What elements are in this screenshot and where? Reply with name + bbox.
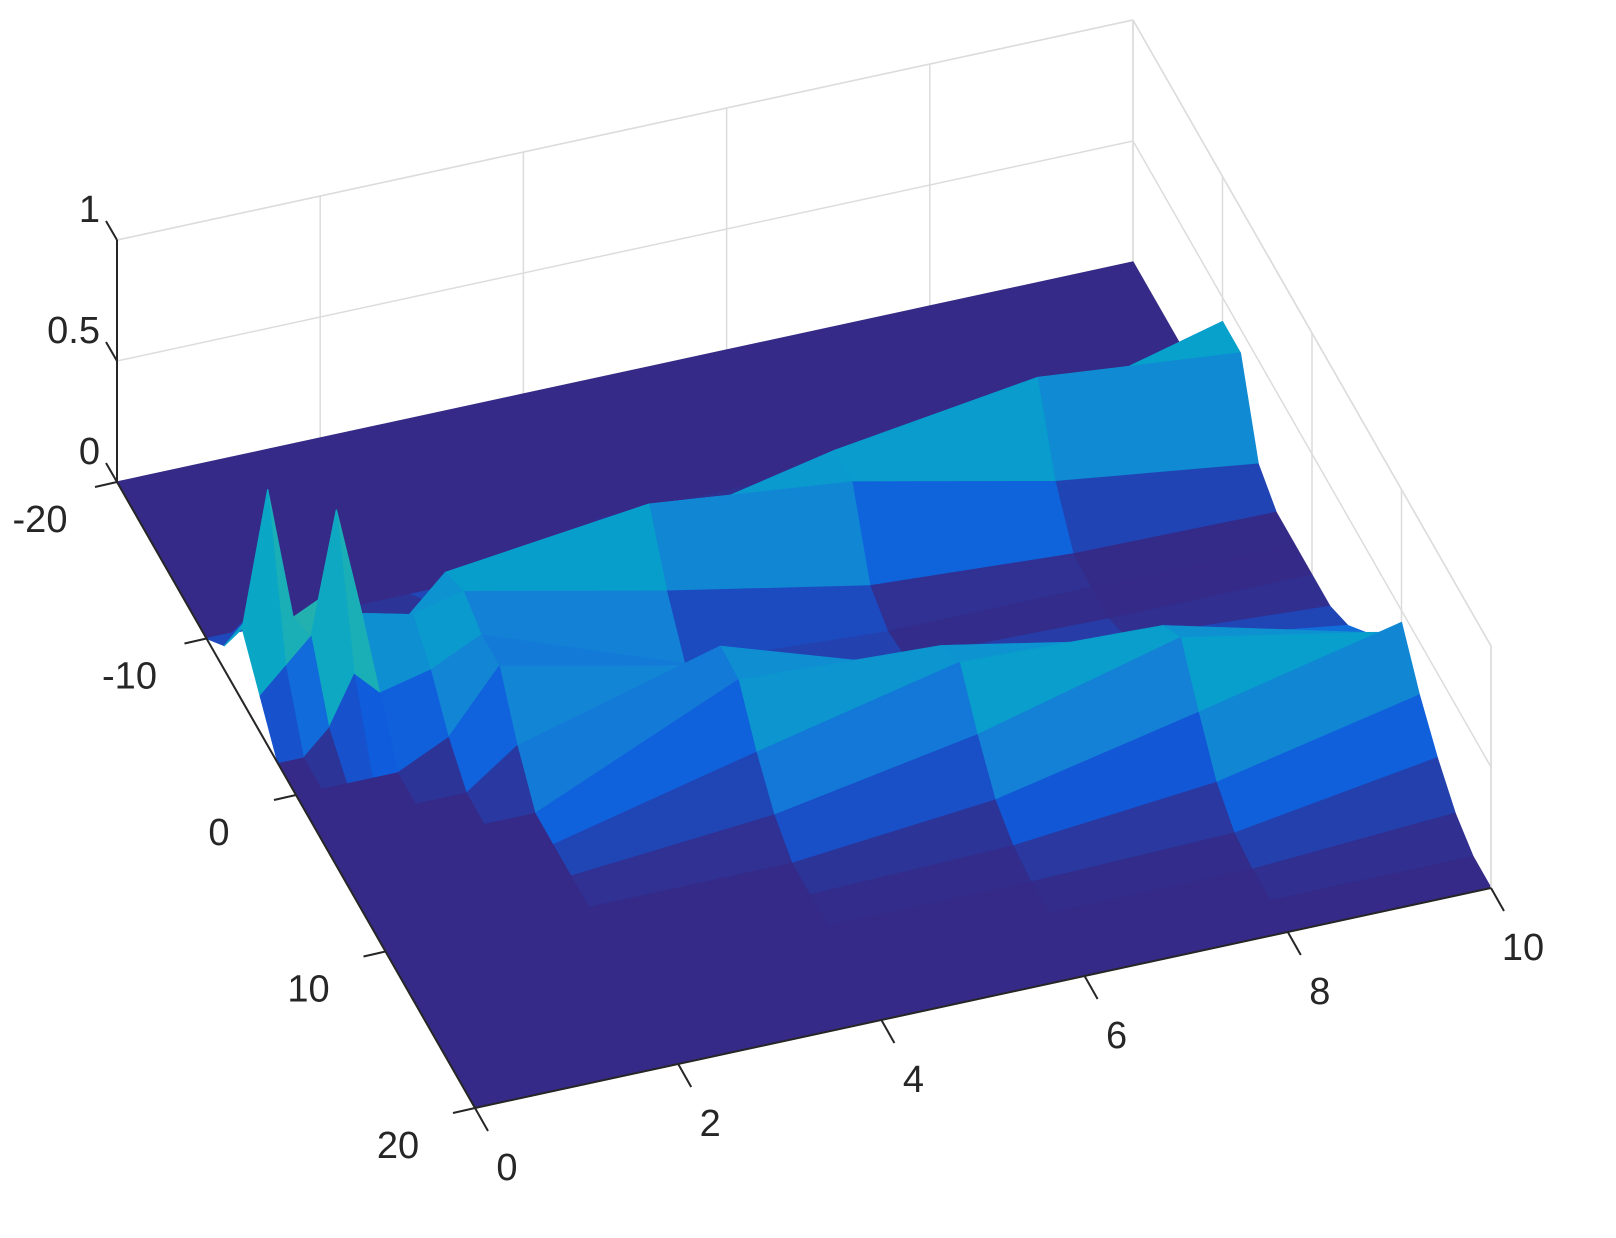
- y-tick: [273, 794, 297, 801]
- y-tick: [452, 1107, 476, 1114]
- z-tick: [105, 462, 118, 483]
- x-tick-label: 2: [700, 1103, 721, 1145]
- y-tick-label: 0: [208, 812, 229, 854]
- x-tick: [1490, 887, 1505, 912]
- y-tick-label: 10: [287, 969, 329, 1011]
- z-tick-label: 0: [79, 431, 100, 473]
- x-tick-label: 6: [1106, 1015, 1127, 1057]
- x-axis: [474, 887, 1492, 1109]
- x-tick: [1083, 975, 1099, 1000]
- x-tick-label: 0: [496, 1147, 517, 1189]
- x-tick: [474, 1107, 489, 1132]
- grid-line: [1132, 140, 1492, 768]
- z-tick: [105, 341, 118, 362]
- y-tick: [363, 950, 386, 958]
- box-edge: [1132, 19, 1492, 647]
- x-tick-label: 8: [1309, 971, 1330, 1013]
- x-tick: [1286, 931, 1302, 956]
- z-tick-label: 0.5: [47, 310, 100, 352]
- y-tick-label: 20: [377, 1125, 419, 1167]
- box-edge: [116, 19, 1134, 241]
- z-tick: [105, 220, 118, 241]
- y-tick: [184, 637, 207, 645]
- x-tick: [880, 1019, 896, 1044]
- x-tick-label: 4: [903, 1059, 924, 1101]
- x-tick-label: 10: [1502, 927, 1544, 969]
- y-tick-label: -20: [13, 499, 68, 541]
- y-tick: [94, 481, 118, 488]
- z-tick-label: 1: [79, 189, 100, 231]
- x-tick: [677, 1063, 693, 1088]
- grid-line: [116, 140, 1134, 362]
- y-tick-label: -10: [102, 656, 157, 698]
